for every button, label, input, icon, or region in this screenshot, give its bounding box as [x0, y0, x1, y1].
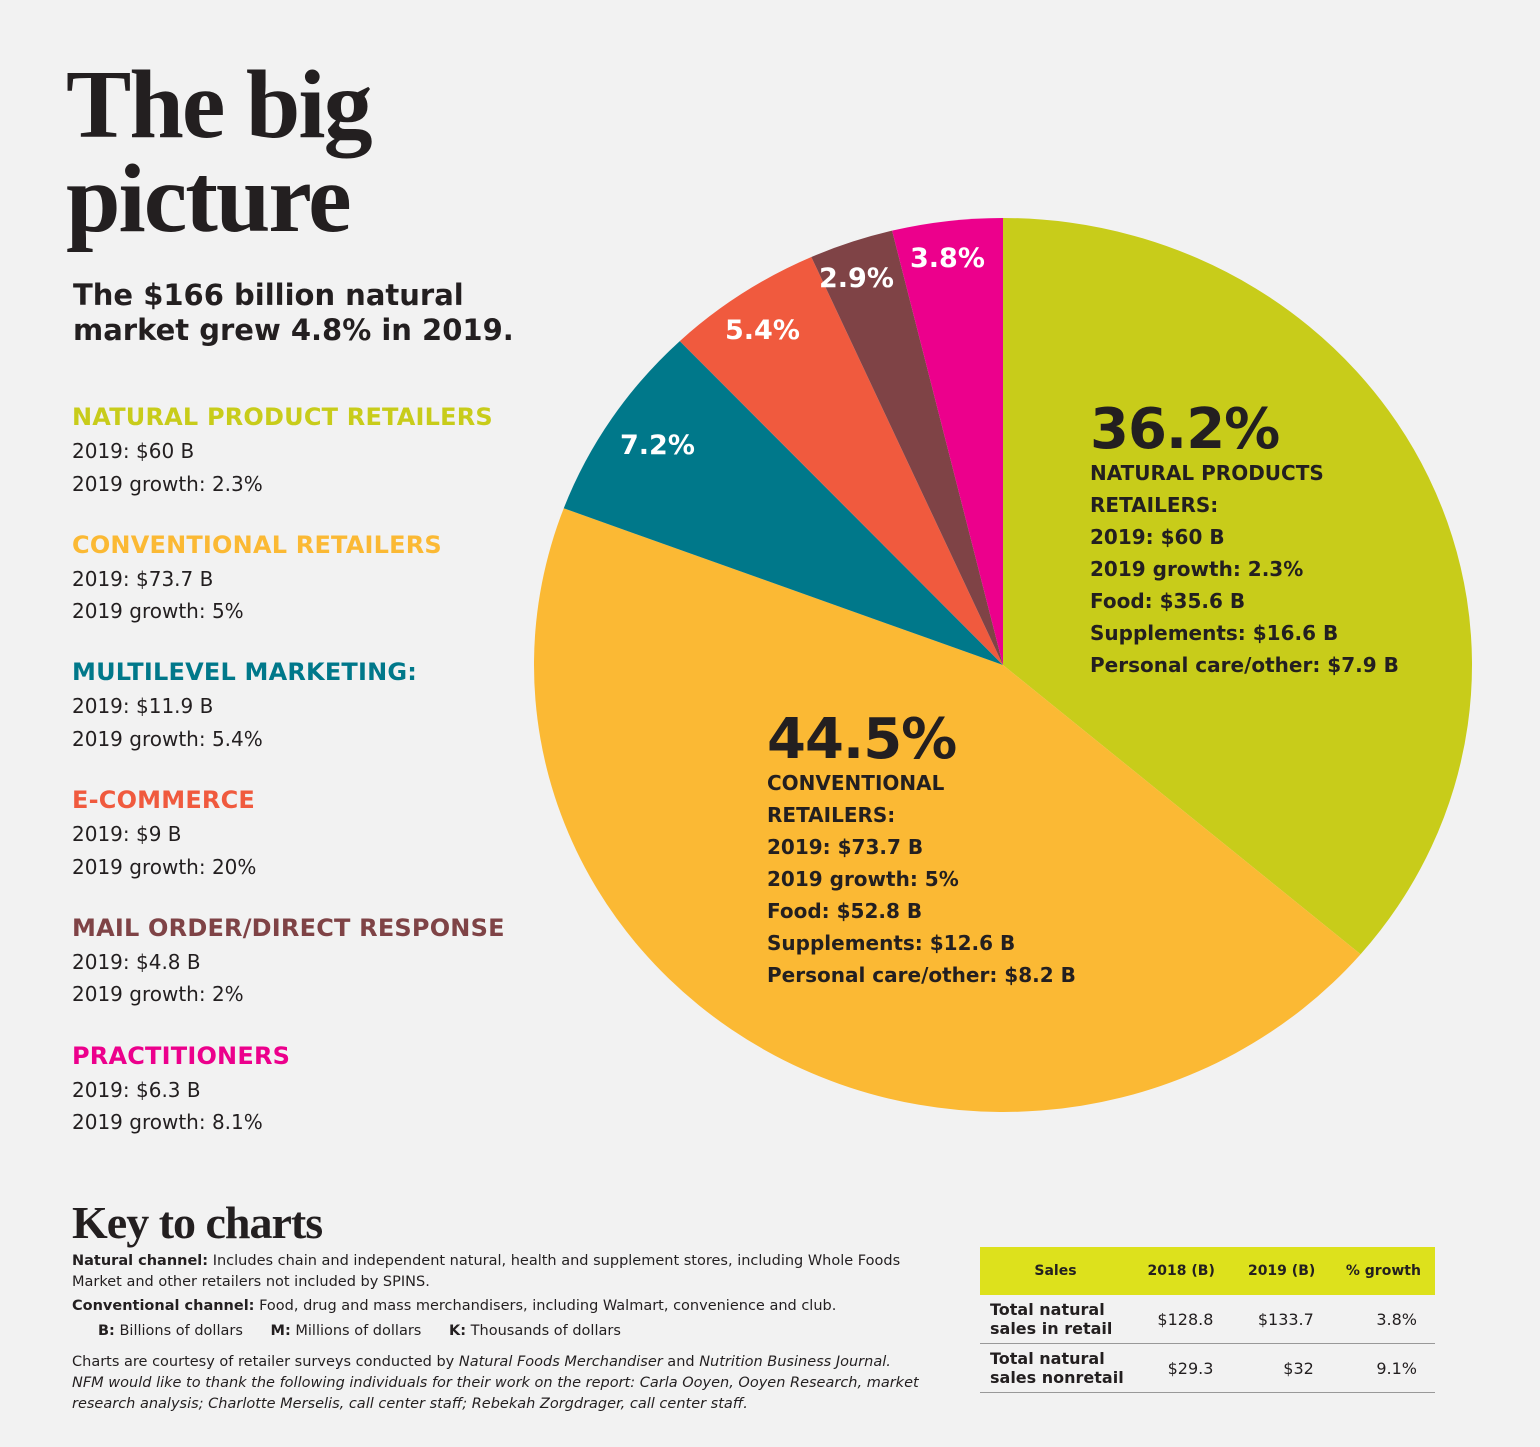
slice-annotation: 2019: $60 B — [1090, 525, 1225, 549]
credit-text: and — [662, 1354, 700, 1370]
header-cell: 2019 (B) — [1231, 1247, 1332, 1295]
slice-annotation: RETAILERS: — [767, 803, 895, 827]
cell: $29.3 — [1131, 1343, 1232, 1393]
unit-abbr: K: — [449, 1323, 467, 1339]
legend-detail: 2019 growth: 2% — [72, 982, 244, 1007]
pie-slice — [811, 230, 1003, 666]
key-units: B: Billions of dollars M: Millions of do… — [98, 1321, 968, 1342]
table-header: Sales 2018 (B) 2019 (B) % growth — [980, 1247, 1435, 1295]
header-cell: % growth — [1331, 1247, 1435, 1295]
row-label: Total natural sales in retail — [980, 1295, 1131, 1344]
pie-chart: 36.2% 44.5% 7.2% 5.4% 2.9% 3.8% NATURAL PRODUC… — [534, 218, 1472, 1112]
legend-detail: 2019: $11.9 B — [72, 694, 214, 719]
legend-detail: 2019 growth: 5% — [72, 599, 244, 624]
credit-text: Charts are courtesy of retailer surveys … — [72, 1354, 459, 1370]
slice-annotation: RETAILERS: — [1090, 493, 1218, 517]
cell: $128.8 — [1131, 1295, 1232, 1344]
subtitle: The $166 billion natural market grew 4.8… — [73, 278, 514, 347]
header-cell: Sales — [980, 1247, 1131, 1295]
legend-detail: 2019 growth: 8.1% — [72, 1110, 263, 1134]
pie-slice — [534, 508, 1361, 1112]
key-conventional: Conventional channel: Food, drug and mas… — [72, 1296, 942, 1317]
slice-label: 36.2% — [1090, 397, 1279, 462]
legend-detail: 2019: $60 B — [72, 439, 195, 463]
slice-label: 5.4% — [725, 315, 800, 346]
term: Natural channel: — [72, 1253, 209, 1269]
definition: Food, drug and mass merchandisers, inclu… — [254, 1298, 837, 1314]
pie-slice — [1003, 218, 1472, 955]
slice-annotation: Food: $52.8 B — [767, 899, 922, 923]
credits: Charts are courtesy of retailer surveys … — [72, 1352, 922, 1415]
slice-label: 44.5% — [767, 707, 956, 772]
unit-abbr: B: — [98, 1323, 115, 1339]
table-row: Total natural sales nonretail $29.3 $32 … — [980, 1343, 1435, 1393]
legend-heading: NATURAL PRODUCT RETAILERS — [72, 403, 493, 431]
title: The big picture — [66, 51, 373, 253]
term: Conventional channel: — [72, 1298, 255, 1314]
legend-heading: PRACTITIONERS — [72, 1041, 291, 1070]
slice-annotation: 2019 growth: 5% — [767, 867, 959, 891]
legend-detail: 2019: $73.7 B — [72, 566, 214, 591]
cell: 9.1% — [1331, 1343, 1435, 1393]
credit-text: Natural Foods Merchandiser — [458, 1354, 663, 1370]
pie-slice — [679, 257, 1003, 665]
unit: Millions of dollars — [290, 1323, 422, 1339]
slice-annotation: NATURAL PRODUCTS — [1090, 461, 1324, 485]
header-cell: 2018 (B) — [1131, 1247, 1232, 1295]
slice-annotation: CONVENTIONAL — [767, 771, 945, 795]
slice-label: 2.9% — [819, 263, 894, 294]
slice-label: 7.2% — [620, 430, 695, 461]
slice-annotation: 2019 growth: 2.3% — [1090, 557, 1303, 581]
slice-label: 3.8% — [910, 243, 985, 274]
slice-annotation: Supplements: $16.6 B — [1090, 621, 1338, 645]
legend-detail: 2019: $9 B — [72, 822, 182, 847]
unit: Thousands of dollars — [466, 1323, 621, 1339]
pie-slice — [563, 341, 1003, 665]
unit: Billions of dollars — [114, 1323, 243, 1339]
credit-text: Nutrition Business Journal. — [699, 1354, 891, 1370]
row-label: Total natural sales nonretail — [980, 1343, 1131, 1393]
definition: Includes chain and independent natural, … — [72, 1253, 901, 1290]
legend-detail: 2019: $6.3 B — [72, 1077, 201, 1102]
slice-annotation: Food: $35.6 B — [1090, 589, 1245, 613]
cell: 3.8% — [1331, 1295, 1435, 1344]
slice-annotation: Personal care/other: $8.2 B — [767, 963, 1076, 987]
legend-heading: CONVENTIONAL RETAILERS — [72, 530, 442, 559]
unit-abbr: M: — [270, 1323, 291, 1339]
pie-slice — [892, 218, 1003, 665]
legend-heading: E-COMMERCE — [72, 786, 256, 815]
legend-heading: MULTILEVEL MARKETING: — [72, 658, 418, 687]
legend-heading: MAIL ORDER/DIRECT RESPONSE — [72, 913, 505, 942]
slice-annotation: Personal care/other: $7.9 B — [1090, 653, 1399, 677]
cell: $32 — [1231, 1343, 1332, 1393]
slice-annotation: 2019: $73.7 B — [767, 835, 923, 859]
slice-annotation: Supplements: $12.6 B — [767, 931, 1015, 955]
table-row: Total natural sales in retail $128.8 $13… — [980, 1295, 1435, 1344]
legend-detail: 2019 growth: 20% — [72, 854, 257, 879]
sales-table: Sales 2018 (B) 2019 (B) % growth Total n… — [980, 1247, 1435, 1393]
credit-text: NFM would like to thank the following in… — [72, 1375, 919, 1412]
legend-detail: 2019 growth: 2.3% — [72, 471, 263, 496]
legend-detail: 2019: $4.8 B — [72, 949, 201, 974]
legend-detail: 2019 growth: 5.4% — [72, 726, 263, 751]
key-natural: Natural channel: Includes chain and inde… — [72, 1251, 942, 1293]
key-title: Key to charts — [72, 1197, 323, 1248]
cell: $133.7 — [1231, 1295, 1332, 1344]
